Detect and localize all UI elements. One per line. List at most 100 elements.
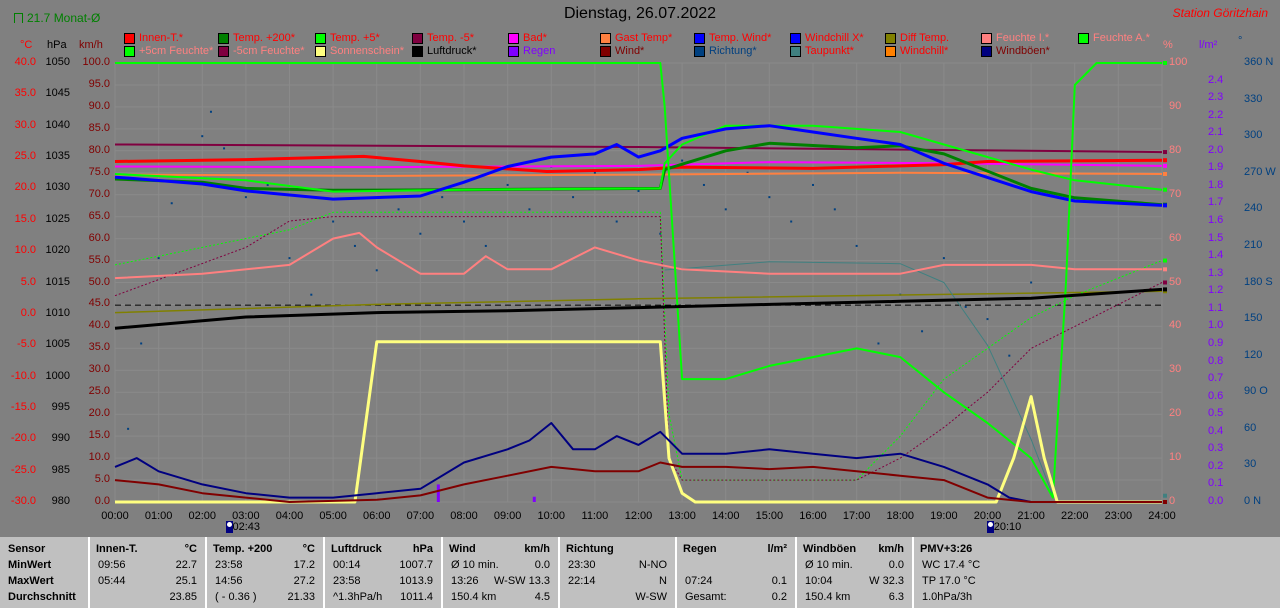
legend-item: Luftdruck*	[412, 45, 477, 57]
legend-item: +5cm Feuchte*	[124, 45, 213, 57]
table-column: Windböen km/h Ø 10 min. 0.0 10:04 W 32.3 150.4…	[795, 537, 912, 608]
speed-tick-label: 70.0	[88, 187, 110, 200]
temp-tick-label: 40.0	[14, 56, 36, 68]
rain-tick-label: 2.3	[1208, 91, 1224, 104]
temp-tick-label: 5.0	[20, 275, 36, 288]
series-end-marker	[1163, 203, 1167, 208]
series-gast-temp	[114, 171, 1163, 177]
legend-label: +5cm Feuchte*	[139, 45, 214, 57]
direction-point	[244, 196, 247, 199]
series-taupunkt	[664, 261, 1054, 496]
direction-point	[484, 244, 487, 247]
rain-tick-label: 1.9	[1208, 161, 1224, 174]
column-unit: l/m²	[767, 543, 787, 555]
direction-tick-label: 90 O	[1244, 385, 1268, 398]
cell-time: 22:14	[568, 575, 596, 587]
station-name: Station Göritzhain	[1172, 6, 1268, 20]
column-unit: km/h	[524, 543, 550, 555]
direction-point	[332, 220, 335, 223]
rain-tick-label: 0.8	[1208, 354, 1224, 367]
rain-bar	[532, 496, 536, 502]
column-title: Innen-T.	[96, 543, 138, 555]
legend-item: Temp. Wind*	[694, 32, 771, 44]
cell-time: WC 17.4 °C	[922, 559, 981, 571]
row-label: MinWert	[8, 559, 52, 571]
direction-point	[266, 183, 269, 186]
cell-value: 25.1	[175, 575, 197, 587]
pressure-tick-label: 1015	[45, 275, 70, 288]
direction-point	[659, 232, 662, 235]
speed-tick-label: 30.0	[88, 363, 110, 376]
rain-tick-label: 0.1	[1208, 477, 1224, 490]
percent-tick-label: 20	[1169, 407, 1182, 420]
temp-tick-label: -20.0	[10, 432, 36, 445]
speed-tick-label: 0.0	[94, 495, 110, 507]
chart-title: Dienstag, 26.07.2022	[563, 5, 717, 22]
cell-time: 09:56	[98, 559, 126, 571]
cell-time: ( - 0.36 )	[215, 591, 257, 603]
legend-swatch	[790, 32, 801, 44]
direction-point	[615, 220, 618, 223]
speed-tick-label: 35.0	[88, 341, 110, 354]
percent-tick-label: 100	[1169, 56, 1188, 68]
legend-swatch	[218, 32, 229, 44]
legend-label: Bad*	[523, 32, 547, 44]
temp-tick-label: 30.0	[14, 118, 36, 131]
cell-value: W 32.3	[869, 575, 904, 587]
time-tick-label: 06:00	[362, 510, 391, 522]
percent-tick-label: 10	[1169, 451, 1182, 464]
direction-point	[877, 342, 880, 345]
time-tick-label: 05:00	[319, 510, 347, 522]
temp-tick-label: 35.0	[14, 87, 36, 100]
legend-swatch	[981, 32, 992, 44]
pressure-tick-label: 1025	[45, 212, 70, 225]
time-tick-label: 23:00	[1104, 510, 1133, 522]
column-title: Luftdruck	[331, 543, 382, 555]
pressure-tick-label: 980	[51, 495, 70, 507]
direction-point	[790, 220, 793, 223]
legend-swatch	[600, 32, 611, 44]
rain-tick-label: 1.3	[1208, 266, 1224, 279]
direction-point	[637, 190, 640, 193]
monthly-average: 21.7 Monat-Ø	[14, 11, 100, 25]
legend-label: Richtung*	[709, 45, 757, 57]
pressure-tick-label: 1035	[45, 150, 70, 163]
column-title: Richtung	[566, 543, 614, 555]
cell-time: TP 17.0 °C	[922, 575, 976, 587]
time-tick-label: 13:00	[668, 510, 696, 522]
speed-tick-label: 15.0	[88, 429, 110, 442]
time-tick-label: 09:00	[493, 510, 522, 522]
legend-swatch	[412, 32, 423, 44]
series-end-marker	[1163, 187, 1167, 192]
rain-tick-label: 0.9	[1208, 336, 1224, 349]
direction-point	[746, 171, 749, 174]
legend-swatch	[885, 45, 896, 57]
axis-unit-percent: %	[1163, 39, 1173, 51]
speed-tick-label: 100.0	[82, 56, 110, 68]
direction-tick-label: 270 W	[1244, 165, 1276, 178]
legend-swatch	[694, 45, 705, 57]
column-title: PMV+3:26	[920, 543, 973, 555]
cell-value: 0.2	[771, 591, 787, 603]
direction-point	[921, 330, 924, 333]
legend-item: Bad*	[508, 32, 547, 44]
direction-point	[833, 208, 836, 211]
sun-set-icon	[986, 521, 994, 533]
percent-tick-label: 80	[1169, 143, 1182, 156]
time-tick-label: 19:00	[930, 510, 958, 522]
cell-time: 05:44	[98, 575, 126, 587]
direction-point	[855, 244, 858, 247]
cell-value: 1013.9	[399, 575, 433, 587]
percent-tick-label: 90	[1169, 99, 1182, 112]
table-column: PMV+3:26 WC 17.4 °C TP 17.0 °C 1.0hPa/3h	[912, 537, 1280, 608]
legend-item: Gast Temp*	[600, 32, 672, 44]
direction-point	[201, 135, 204, 138]
direction-point	[572, 196, 575, 199]
cell-value: 1007.7	[399, 559, 433, 571]
cell-value: 17.2	[293, 559, 315, 571]
legend-item: Temp. -5*	[412, 32, 474, 44]
direction-point	[310, 293, 313, 296]
series-feuchte-i	[114, 231, 1162, 280]
legend-label: Windchill*	[900, 45, 949, 57]
direction-tick-label: 330	[1244, 92, 1263, 105]
